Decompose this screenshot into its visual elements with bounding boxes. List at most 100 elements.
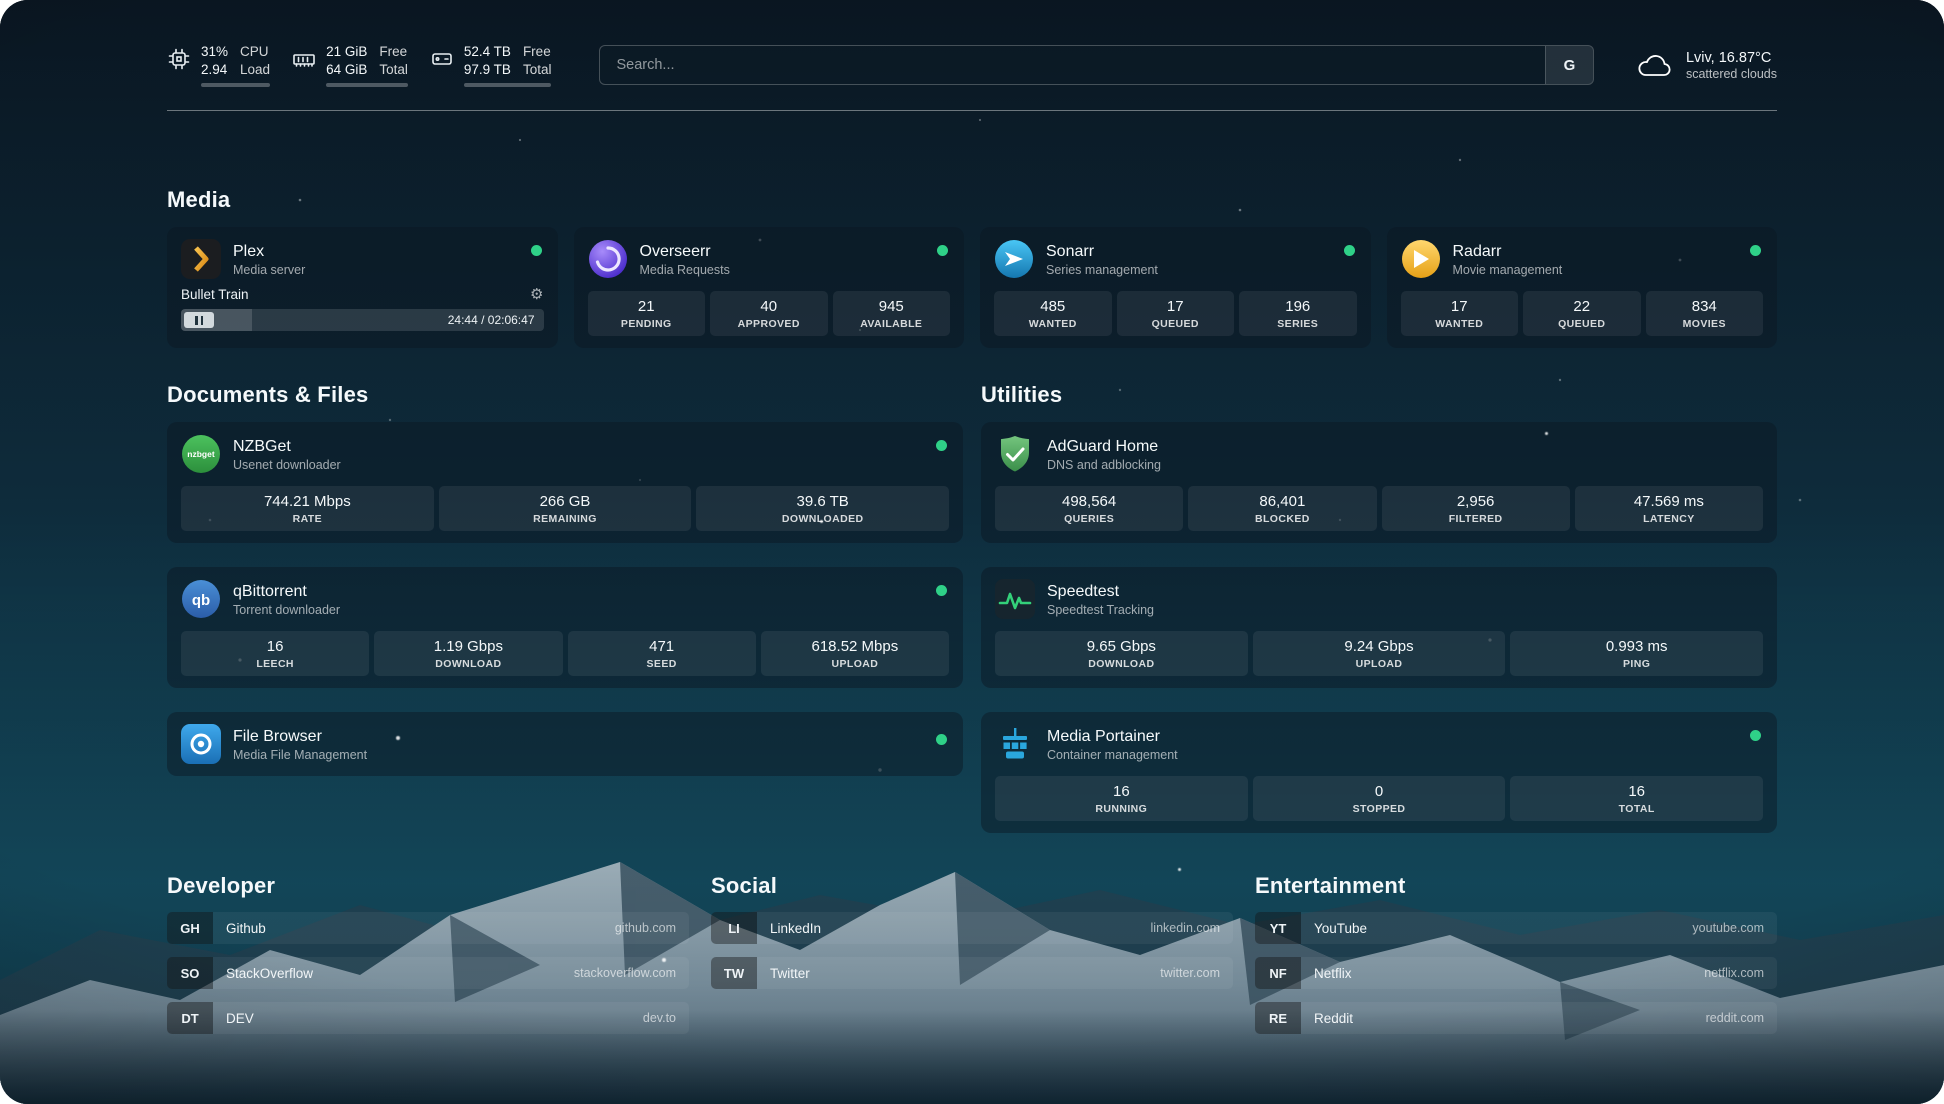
- stat-label: UPLOAD: [1355, 658, 1403, 670]
- stat-value: 40: [760, 298, 778, 315]
- stat-value: 9.65 Gbps: [1086, 638, 1156, 655]
- bookmark-dev[interactable]: DT DEV dev.to: [167, 1002, 689, 1034]
- service-name: Media Portainer: [1047, 727, 1160, 745]
- service-card-speedtest[interactable]: Speedtest Speedtest Tracking 9.65 Gbps D…: [981, 567, 1777, 688]
- bookmark-domain: stackoverflow.com: [573, 966, 676, 980]
- search-provider-button[interactable]: G: [1544, 46, 1593, 84]
- stat: 40 APPROVED: [710, 291, 828, 336]
- bookmark-domain: twitter.com: [1160, 966, 1220, 980]
- stat-value: 47.569 ms: [1633, 493, 1704, 510]
- service-description: Media Requests: [639, 262, 730, 277]
- divider: [167, 110, 1777, 111]
- status-indicator: [1750, 245, 1761, 256]
- filebrowser-icon: [181, 724, 221, 764]
- stat-value: 16: [1628, 783, 1646, 800]
- gear-icon[interactable]: ⚙: [530, 286, 544, 303]
- snow-speck: [1545, 432, 1548, 435]
- service-name: Plex: [233, 242, 265, 260]
- bookmark-name: StackOverflow: [226, 965, 314, 981]
- bookmark-abbr: TW: [711, 957, 757, 989]
- stat-label: REMAINING: [533, 513, 597, 525]
- stat-label: SEED: [646, 658, 677, 670]
- stat: 22 QUEUED: [1523, 291, 1641, 336]
- svg-text:nzbget: nzbget: [187, 449, 215, 459]
- stat: 39.6 TB DOWNLOADED: [696, 486, 950, 531]
- disk-total: 97.9 TB: [463, 62, 511, 77]
- bookmark-domain: reddit.com: [1705, 1011, 1764, 1025]
- snow-speck: [820, 520, 823, 523]
- bookmark-abbr: NF: [1255, 957, 1301, 989]
- stat-label: SERIES: [1277, 318, 1319, 330]
- stat-value: 945: [878, 298, 904, 315]
- stat: 47.569 ms LATENCY: [1574, 486, 1763, 531]
- plex-icon: [181, 239, 221, 279]
- bookmark-abbr: DT: [167, 1002, 213, 1034]
- bookmark-domain: dev.to: [642, 1011, 676, 1025]
- stat-value: 0.993 ms: [1605, 638, 1668, 655]
- stat-label: QUEUED: [1151, 318, 1199, 330]
- service-description: Media server: [233, 262, 306, 277]
- stat: 945 AVAILABLE: [832, 291, 950, 336]
- bookmark-youtube[interactable]: YT YouTube youtube.com: [1255, 912, 1777, 944]
- stat-value: 86,401: [1259, 493, 1306, 510]
- snow-speck: [396, 736, 400, 740]
- bookmark-netflix[interactable]: NF Netflix netflix.com: [1255, 957, 1777, 989]
- stat-label: STOPPED: [1352, 803, 1406, 815]
- service-name: NZBGet: [233, 437, 291, 455]
- stat-value: 16: [266, 638, 284, 655]
- service-card-radarr[interactable]: Radarr Movie management 17 WANTED 22 QUE…: [1386, 227, 1777, 348]
- stat-label: AVAILABLE: [860, 318, 923, 330]
- service-card-portainer[interactable]: Media Portainer Container management 16 …: [981, 712, 1777, 833]
- bookmark-domain: youtube.com: [1692, 921, 1764, 935]
- memory-free: 21 GiB: [326, 44, 368, 59]
- status-indicator: [530, 245, 542, 256]
- service-card-filebrowser[interactable]: File Browser Media File Management: [167, 712, 963, 776]
- sonarr-icon: [994, 239, 1034, 279]
- stat-label: QUERIES: [1064, 513, 1115, 525]
- service-card-qbittorrent[interactable]: qb qBittorrent Torrent downloader 16 LEE…: [167, 567, 963, 688]
- bookmark-stackoverflow[interactable]: SO StackOverflow stackoverflow.com: [167, 957, 689, 989]
- plex-progress-bar[interactable]: 24:44 / 02:06:47: [181, 309, 544, 331]
- search-input[interactable]: [600, 46, 1545, 84]
- stat: 0 STOPPED: [1252, 776, 1506, 821]
- service-name: Speedtest: [1047, 582, 1120, 600]
- service-card-sonarr[interactable]: Sonarr Series management 485 WANTED 17 Q…: [980, 227, 1371, 348]
- radarr-icon: [1401, 239, 1441, 279]
- bookmark-abbr: YT: [1255, 912, 1301, 944]
- bookmark-domain: linkedin.com: [1150, 921, 1220, 935]
- bookmark-twitter[interactable]: TW Twitter twitter.com: [711, 957, 1233, 989]
- disk-widget: 52.4 TB Free 97.9 TB Total: [430, 43, 552, 87]
- stat-label: PENDING: [620, 318, 672, 330]
- stat-value: 744.21 Mbps: [263, 493, 351, 510]
- bookmark-name: Netflix: [1314, 965, 1352, 981]
- service-card-nzbget[interactable]: nzbget NZBGet Usenet downloader 744.21 M…: [167, 422, 963, 543]
- stat: 2,956 FILTERED: [1381, 486, 1570, 531]
- memory-progress-bar: [326, 83, 408, 87]
- overseerr-icon: [588, 239, 628, 279]
- stat: 618.52 Mbps UPLOAD: [760, 631, 949, 676]
- memory-total: 64 GiB: [326, 62, 368, 77]
- weather-location: Lviv, 16.87°C: [1685, 50, 1772, 66]
- bookmark-name: Github: [226, 920, 266, 936]
- media-row: Plex Media server Bullet Train ⚙ 24:44 /…: [167, 227, 1777, 348]
- disk-free-label: Free: [522, 44, 551, 59]
- pause-button[interactable]: [184, 312, 214, 328]
- stat-value: 834: [1691, 298, 1717, 315]
- bookmark-linkedin[interactable]: LI LinkedIn linkedin.com: [711, 912, 1233, 944]
- cpu-label: CPU: [240, 44, 269, 59]
- service-card-adguard[interactable]: AdGuard Home DNS and adblocking 498,564 …: [981, 422, 1777, 543]
- now-playing-title: Bullet Train: [181, 287, 249, 302]
- service-card-plex[interactable]: Plex Media server Bullet Train ⚙ 24:44 /…: [167, 227, 558, 348]
- bookmark-abbr: GH: [167, 912, 213, 944]
- service-card-overseerr[interactable]: Overseerr Media Requests 21 PENDING 40 A…: [573, 227, 964, 348]
- stat: 16 TOTAL: [1510, 776, 1764, 821]
- bookmark-domain: netflix.com: [1704, 966, 1764, 980]
- bookmark-domain: github.com: [614, 921, 676, 935]
- stat: 1.19 Gbps DOWNLOAD: [374, 631, 563, 676]
- service-description: Torrent downloader: [233, 602, 341, 617]
- bookmark-reddit[interactable]: RE Reddit reddit.com: [1255, 1002, 1777, 1034]
- section-title-utilities: Utilities: [981, 382, 1063, 407]
- stat-label: RATE: [292, 513, 323, 525]
- bookmark-github[interactable]: GH Github github.com: [167, 912, 689, 944]
